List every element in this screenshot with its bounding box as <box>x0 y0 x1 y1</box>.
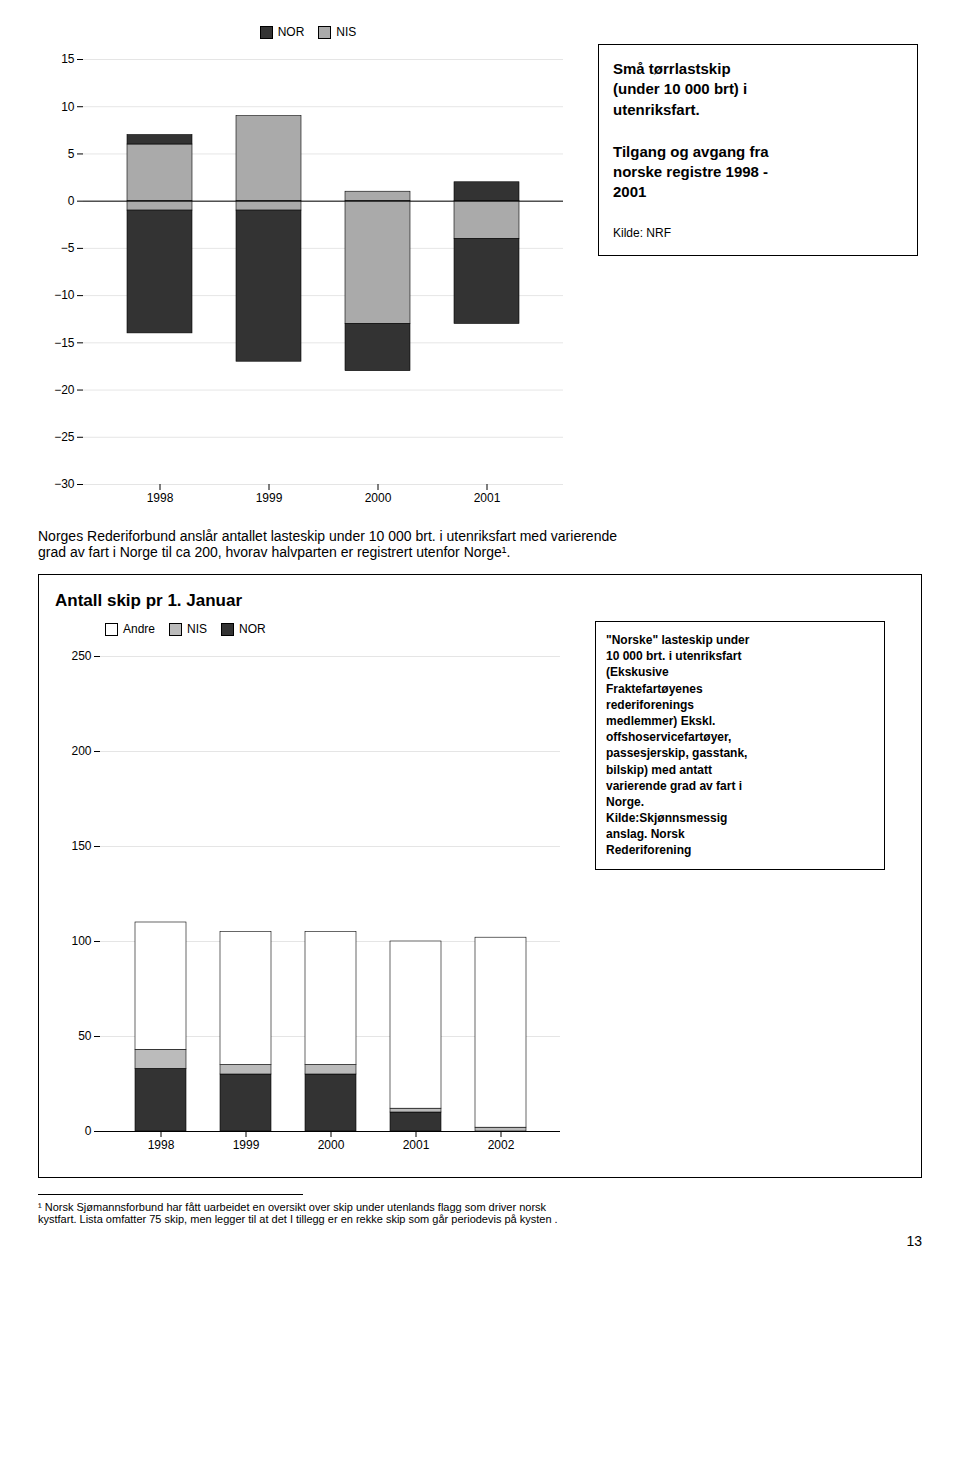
html-text:NOR: NOR <box>277 25 305 39</box>
svg-text:−25: −25 <box>54 430 75 444</box>
html-text:Norges Rederiforbund anslår an: Norges Rederiforbund anslår antallet las… <box>38 528 617 560</box>
svg-text:1998: 1998 <box>148 1138 175 1152</box>
svg-text:1998: 1998 <box>147 491 174 505</box>
html-text:NOR: NOR <box>239 622 266 636</box>
svg-text:5: 5 <box>68 147 75 161</box>
svg-text:−15: −15 <box>54 336 75 350</box>
svg-text:15: 15 <box>61 52 75 66</box>
svg-text:−20: −20 <box>54 383 75 397</box>
html-text:Antall skip pr 1. Januar: Antall skip pr 1. Januar <box>55 591 243 610</box>
svg-text:1999: 1999 <box>256 491 283 505</box>
svg-text:0: 0 <box>85 1124 92 1138</box>
svg-text:10: 10 <box>61 100 75 114</box>
svg-text:2002: 2002 <box>488 1138 515 1152</box>
html-text:"Norske" lasteskip under 10 00: "Norske" lasteskip under 10 000 brt. i u… <box>606 633 750 858</box>
svg-text:150: 150 <box>71 839 91 853</box>
svg-text:−5: −5 <box>61 241 75 255</box>
html-text:NIS: NIS <box>336 25 357 39</box>
html-text:13: 13 <box>906 1233 922 1249</box>
svg-text:2000: 2000 <box>365 491 392 505</box>
svg-text:−10: −10 <box>54 288 75 302</box>
html-text:¹ Norsk Sjømannsforbund har få: ¹ Norsk Sjømannsforbund har fått uarbeid… <box>38 1201 558 1225</box>
svg-text:0: 0 <box>68 194 75 208</box>
svg-text:2000: 2000 <box>318 1138 345 1152</box>
svg-text:2001: 2001 <box>403 1138 430 1152</box>
html-text:Små tørrlastskip (under 10 000: Små tørrlastskip (under 10 000 brt) i ut… <box>613 60 748 118</box>
html-text:Andre: Andre <box>123 622 155 636</box>
html-text:Kilde: NRF: Kilde: NRF <box>613 225 671 240</box>
svg-text:2001: 2001 <box>474 491 501 505</box>
svg-text:50: 50 <box>78 1029 92 1043</box>
html-text:Tilgang og avgang fra norske r: Tilgang og avgang fra norske registre 19… <box>613 142 769 201</box>
svg-text:1999: 1999 <box>233 1138 260 1152</box>
svg-text:−30: −30 <box>54 477 75 491</box>
html-text:NIS: NIS <box>187 622 207 636</box>
svg-text:250: 250 <box>71 649 91 663</box>
svg-text:100: 100 <box>71 934 91 948</box>
svg-text:200: 200 <box>71 744 91 758</box>
